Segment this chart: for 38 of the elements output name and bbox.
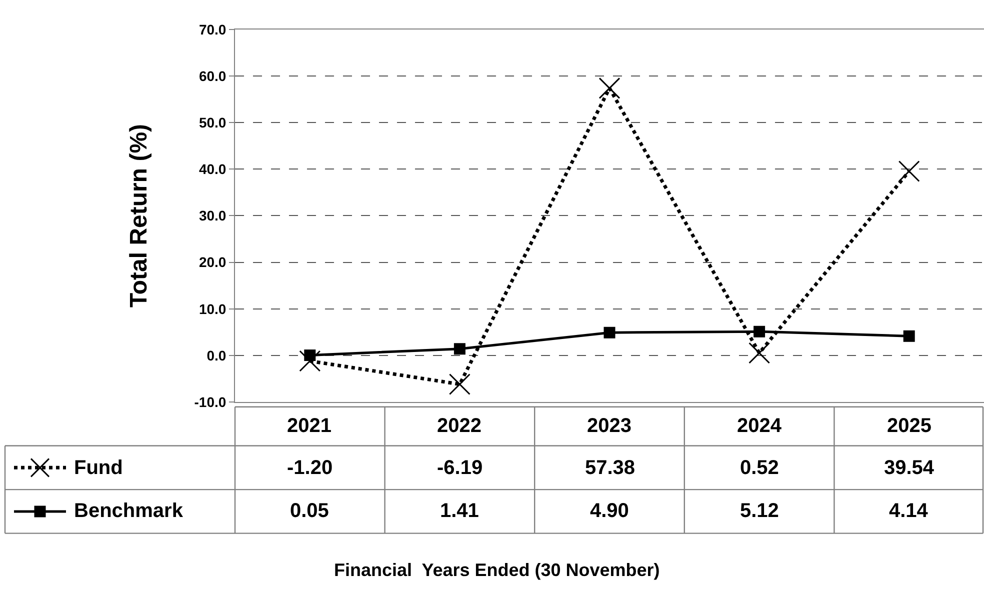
data-label: 0.05 — [290, 500, 329, 522]
x-tick-label: 2022 — [437, 415, 482, 437]
y-tick-label: 30.0 — [198, 208, 226, 224]
data-label: 4.90 — [590, 500, 629, 522]
point — [304, 349, 316, 361]
text: Financial Years Ended (30 November) — [334, 560, 660, 580]
point — [898, 160, 920, 182]
data-label: 39.54 — [884, 457, 935, 479]
data-label: 4.14 — [889, 500, 929, 522]
point — [903, 330, 915, 342]
y-tick-label: 40.0 — [198, 161, 226, 178]
data-label: 5.12 — [740, 500, 779, 522]
point — [299, 350, 321, 372]
x-tick-label: 2024 — [737, 415, 782, 437]
y-tick-label: -10.0 — [194, 394, 226, 410]
y-tick-label: 60.0 — [198, 68, 226, 84]
y-tick-label: 0.0 — [206, 347, 226, 364]
x-tick-label: 2021 — [287, 415, 332, 437]
point — [754, 326, 766, 338]
y-tick-label: 10.0 — [198, 300, 226, 317]
data-label: -6.19 — [437, 457, 483, 479]
data-label: 1.41 — [440, 500, 479, 522]
data-label: -1.20 — [287, 457, 333, 479]
point — [604, 326, 616, 338]
legend-label: Fund — [74, 457, 123, 479]
y-tick-label: 70.0 — [198, 21, 226, 38]
x-tick-label: 2023 — [587, 415, 632, 437]
point — [748, 342, 770, 364]
y-axis-title: Total Return (%) — [125, 124, 152, 308]
x-tick-label: 2025 — [887, 415, 932, 437]
point — [454, 343, 466, 355]
data-label: 0.52 — [740, 457, 779, 479]
y-tick-label: 20.0 — [198, 254, 226, 270]
y-tick-label: 50.0 — [198, 114, 226, 130]
point — [448, 374, 470, 395]
legend-label: Benchmark — [74, 500, 184, 522]
data-label: 57.38 — [585, 457, 636, 479]
point — [598, 77, 620, 99]
